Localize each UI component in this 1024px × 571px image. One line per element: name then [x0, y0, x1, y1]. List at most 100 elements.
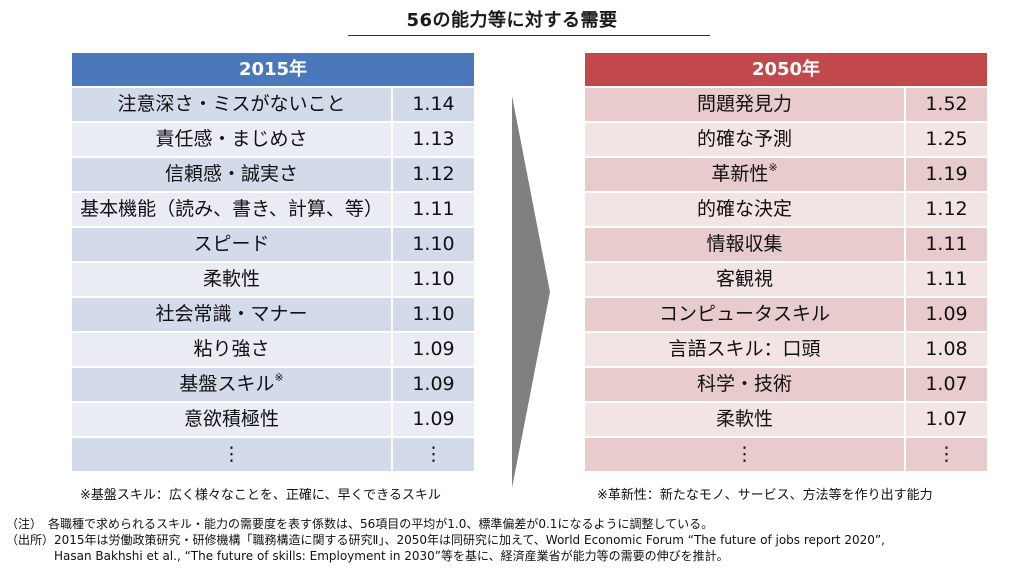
coefficient-value: 1.09 — [393, 368, 474, 401]
skill-label-text: スピード — [193, 233, 270, 255]
coefficient-value: 1.25 — [906, 123, 987, 156]
table-2015-header: 2015年 — [72, 53, 474, 86]
skill-label: 的確な決定 — [585, 193, 904, 226]
skill-label-text: 科学・技術 — [696, 373, 792, 395]
skill-label-text: 社会常識・マナー — [155, 303, 308, 325]
skill-label: 柔軟性 — [72, 263, 391, 296]
table-row: 革新性※ 1.19 — [585, 158, 987, 191]
skill-label-text: 革新性 — [711, 163, 769, 185]
table-row: 社会常識・マナー 1.10 — [72, 298, 474, 331]
source-line-2: Hasan Bakhshi et al., “The future of ski… — [6, 549, 729, 563]
skill-label: 言語スキル：口頭 — [585, 333, 904, 366]
skill-label: 信頼感・誠実さ — [72, 158, 391, 191]
coefficient-value: 1.11 — [906, 228, 987, 261]
table-row: 注意深さ・ミスがないこと 1.14 — [72, 88, 474, 121]
footnote-basic-skills: ※基盤スキル：広く様々なことを、正確に、早くできるスキル — [80, 488, 441, 503]
table-row: 柔軟性 1.07 — [585, 403, 987, 436]
coefficient-value: 1.09 — [393, 333, 474, 366]
skill-label: 柔軟性 — [585, 403, 904, 436]
skill-label-text: 的確な予測 — [696, 128, 792, 150]
table-row: 的確な決定 1.12 — [585, 193, 987, 226]
skill-label: 情報収集 — [585, 228, 904, 261]
coefficient-value: 1.12 — [906, 193, 987, 226]
skill-label-text: コンピュータスキル — [658, 303, 830, 325]
coefficient-value: 1.10 — [393, 263, 474, 296]
coefficient-value: ⋮ — [393, 438, 474, 471]
skill-label-text: 柔軟性 — [202, 268, 260, 290]
skill-label-text: ⋮ — [735, 443, 754, 465]
table-2050-header: 2050年 — [585, 53, 987, 86]
table-row: 問題発見力 1.52 — [585, 88, 987, 121]
skill-label: 革新性※ — [585, 158, 904, 191]
table-row: スピード 1.10 — [72, 228, 474, 261]
skill-label: スピード — [72, 228, 391, 261]
table-row: 科学・技術 1.07 — [585, 368, 987, 401]
coefficient-value: 1.08 — [906, 333, 987, 366]
skill-label-text: 粘り強さ — [193, 338, 270, 360]
table-row: 基本機能（読み、書き、計算、等） 1.11 — [72, 193, 474, 226]
table-row: 信頼感・誠実さ 1.12 — [72, 158, 474, 191]
table-row: 意欲積極性 1.09 — [72, 403, 474, 436]
coefficient-value: 1.07 — [906, 403, 987, 436]
skill-label: 基盤スキル※ — [72, 368, 391, 401]
coefficient-value: 1.09 — [906, 298, 987, 331]
skill-label: 粘り強さ — [72, 333, 391, 366]
table-row: 客観視 1.11 — [585, 263, 987, 296]
source-line-1: （出所）2015年は労働政策研究・研修機構「職務構造に関する研究Ⅱ」、2050年… — [6, 533, 885, 547]
coefficient-value: 1.10 — [393, 298, 474, 331]
table-2050: 2050年 問題発見力 1.52 的確な予測 1.25 革新性※ 1.19 的確な決定 1.1… — [585, 53, 987, 473]
skill-label-text: 的確な決定 — [696, 198, 792, 220]
skill-label: コンピュータスキル — [585, 298, 904, 331]
table-2050-rows: 問題発見力 1.52 的確な予測 1.25 革新性※ 1.19 的確な決定 1.12 情報収集 1… — [585, 88, 987, 471]
skill-label-text: 柔軟性 — [715, 408, 773, 430]
skill-label-text: 意欲積極性 — [183, 408, 279, 430]
table-row: 的確な予測 1.25 — [585, 123, 987, 156]
coefficient-value: ⋮ — [906, 438, 987, 471]
skill-label-text: 問題発見力 — [696, 93, 792, 115]
skill-label-text: 情報収集 — [706, 233, 783, 255]
skill-label-text: 注意深さ・ミスがないこと — [117, 93, 346, 115]
table-row: コンピュータスキル 1.09 — [585, 298, 987, 331]
coefficient-value: 1.13 — [393, 123, 474, 156]
skill-label-text: 信頼感・誠実さ — [164, 163, 298, 185]
table-row: 情報収集 1.11 — [585, 228, 987, 261]
coefficient-value: 1.07 — [906, 368, 987, 401]
skill-label: 問題発見力 — [585, 88, 904, 121]
table-row: 言語スキル：口頭 1.08 — [585, 333, 987, 366]
coefficient-value: 1.11 — [393, 193, 474, 226]
skill-label: 意欲積極性 — [72, 403, 391, 436]
footnote-mark: ※ — [768, 161, 778, 174]
skill-label-text: 責任感・まじめさ — [155, 128, 308, 150]
notes-block: （注） 各職種で求められるスキル・能力の需要度を表す係数は、56項目の平均が1.… — [6, 516, 885, 564]
skill-label: 責任感・まじめさ — [72, 123, 391, 156]
footnote-mark: ※ — [274, 371, 284, 384]
skill-label: 注意深さ・ミスがないこと — [72, 88, 391, 121]
table-row: ⋮ ⋮ — [72, 438, 474, 471]
coefficient-value: 1.11 — [906, 263, 987, 296]
page-title: 56の能力等に対する需要 — [406, 10, 618, 31]
skill-label: ⋮ — [72, 438, 391, 471]
skill-label: 社会常識・マナー — [72, 298, 391, 331]
skill-label: 的確な予測 — [585, 123, 904, 156]
note-line: （注） 各職種で求められるスキル・能力の需要度を表す係数は、56項目の平均が1.… — [6, 517, 714, 531]
table-2015: 2015年 注意深さ・ミスがないこと 1.14 責任感・まじめさ 1.13 信頼感・誠実… — [72, 53, 474, 473]
coefficient-value: 1.10 — [393, 228, 474, 261]
skill-label: 科学・技術 — [585, 368, 904, 401]
footnote-innovation: ※革新性：新たなモノ、サービス、方法等を作り出す能力 — [597, 488, 933, 503]
table-row: 基盤スキル※ 1.09 — [72, 368, 474, 401]
right-arrow-icon — [512, 96, 550, 488]
skill-label-text: 基盤スキル — [179, 373, 275, 395]
skill-label: 客観視 — [585, 263, 904, 296]
skill-label-text: 基本機能（読み、書き、計算、等） — [80, 198, 383, 220]
table-2015-rows: 注意深さ・ミスがないこと 1.14 責任感・まじめさ 1.13 信頼感・誠実さ 1.12 基… — [72, 88, 474, 471]
skill-label: 基本機能（読み、書き、計算、等） — [72, 193, 391, 226]
skill-label: ⋮ — [585, 438, 904, 471]
coefficient-value: 1.52 — [906, 88, 987, 121]
skill-label-text: 言語スキル：口頭 — [668, 338, 821, 360]
coefficient-value: 1.14 — [393, 88, 474, 121]
skill-label-text: ⋮ — [222, 443, 241, 465]
table-row: 粘り強さ 1.09 — [72, 333, 474, 366]
table-row: 責任感・まじめさ 1.13 — [72, 123, 474, 156]
table-row: 柔軟性 1.10 — [72, 263, 474, 296]
title-underline — [348, 35, 710, 36]
